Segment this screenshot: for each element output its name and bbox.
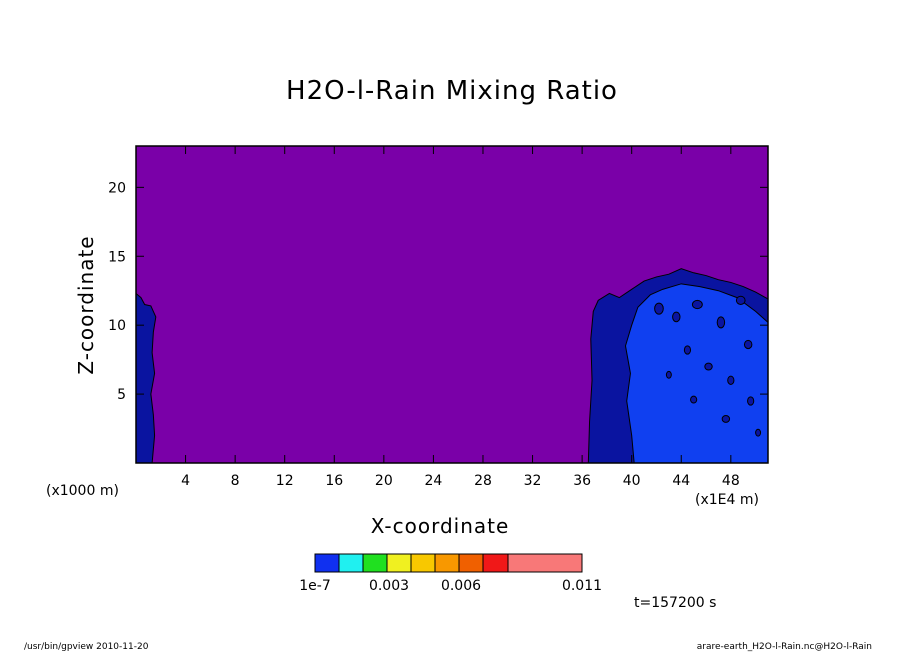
x-axis-label: X-coordinate [370, 514, 510, 538]
cloud-cell [721, 414, 731, 423]
footer-left: /usr/bin/gpview 2010-11-20 [24, 642, 149, 652]
cloud-cell [735, 295, 746, 305]
x-tick-label: 44 [672, 473, 690, 489]
colorbar-swatch [338, 553, 364, 573]
x-tick-label: 16 [325, 473, 343, 489]
x-tick-label: 40 [623, 473, 641, 489]
x-tick-label: 12 [276, 473, 294, 489]
time-label: t=157200 s [634, 595, 717, 611]
x-tick-label: 4 [181, 473, 190, 489]
colorbar: 1e-7 0.003 0.006 0.011 [299, 553, 602, 594]
colorbar-swatch [482, 553, 509, 573]
x-tick-label: 8 [231, 473, 240, 489]
colorbar-swatch [507, 553, 583, 573]
colorbar-label: 0.003 [369, 578, 409, 594]
cloud-cell [665, 370, 672, 379]
colorbar-swatch [314, 553, 340, 573]
x-tick-label: 28 [474, 473, 492, 489]
right-cloud-inner-region [624, 283, 768, 463]
cloud-cell [743, 339, 753, 350]
cloud-cell [747, 396, 755, 406]
y-tick-label: 10 [108, 318, 126, 334]
x-tick-label: 36 [573, 473, 591, 489]
plot-area [136, 146, 768, 463]
colorbar-label: 0.006 [441, 578, 481, 594]
y-axis-unit: (x1000 m) [46, 483, 119, 499]
cloud-cell [672, 311, 681, 323]
colorbar-swatch [434, 553, 460, 573]
y-tick-label: 15 [108, 249, 126, 265]
plot-frame [135, 145, 769, 464]
footer-right: arare-earth_H2O-l-Rain.nc@H2O-l-Rain [696, 642, 872, 652]
y-tick-label: 20 [108, 180, 126, 196]
colorbar-swatch [458, 553, 484, 573]
x-tick-label: 24 [424, 473, 442, 489]
y-tick-label: 5 [117, 387, 126, 403]
cloud-cell [704, 362, 713, 371]
colorbar-swatch [362, 553, 388, 573]
x-tick-label: 32 [524, 473, 542, 489]
plot-border [135, 145, 769, 464]
colorbar-label: 1e-7 [299, 578, 330, 594]
cloud-cell [683, 345, 692, 355]
left-rain-region [136, 292, 157, 463]
cloud-cell [691, 299, 703, 310]
cloud-cell [716, 316, 726, 329]
cloud-cell [690, 395, 698, 404]
x-tick-label: 20 [375, 473, 393, 489]
x-tick-label: 48 [722, 473, 740, 489]
chart-title: H2O-l-Rain Mixing Ratio [286, 76, 618, 106]
cloud-cell [755, 428, 762, 437]
colorbar-swatch [410, 553, 436, 573]
colorbar-label: 0.011 [562, 578, 602, 594]
x-axis-unit: (x1E4 m) [695, 492, 759, 508]
colorbar-swatch [386, 553, 412, 573]
cloud-cell [727, 375, 735, 385]
cloud-cell [654, 302, 664, 315]
